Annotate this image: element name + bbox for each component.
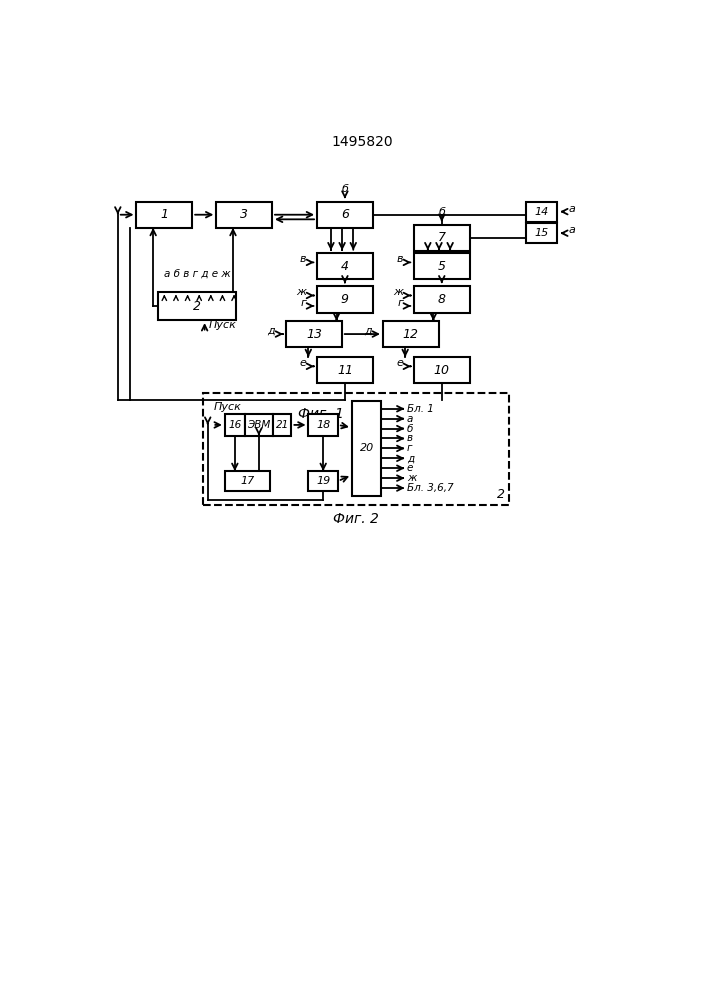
Text: 12: 12 [403,328,419,341]
Text: 5: 5 [438,260,446,273]
Text: 10: 10 [434,364,450,377]
Text: 14: 14 [534,207,549,217]
Text: в: в [407,433,413,443]
Text: д: д [407,453,414,463]
Text: 19: 19 [316,476,330,486]
Text: ЭВМ: ЭВМ [247,420,271,430]
Bar [158,292,235,320]
Text: е: е [396,358,403,368]
Bar [414,225,469,251]
Bar [273,414,291,436]
Text: ж: ж [296,287,306,297]
Bar [414,357,469,383]
Bar [203,393,509,505]
Text: 15: 15 [534,228,549,238]
Bar [136,202,192,228]
Bar [245,414,273,436]
Text: 16: 16 [228,420,242,430]
Text: 18: 18 [316,420,330,430]
Text: в: в [397,254,403,264]
Text: Бл. 3,6,7: Бл. 3,6,7 [407,483,453,493]
Text: е: е [299,358,306,368]
Bar [308,471,338,491]
Bar [352,401,381,496]
Bar [308,414,338,436]
Text: а: а [569,204,575,214]
Bar [526,202,557,222]
Text: а: а [407,414,414,424]
Text: 13: 13 [306,328,322,341]
Bar [383,321,438,347]
Text: г: г [407,443,412,453]
Bar [317,202,373,228]
Text: а б в г д е ж: а б в г д е ж [163,269,230,279]
Text: 11: 11 [337,364,353,377]
Text: г: г [397,298,403,308]
Bar [216,202,272,228]
Text: 3: 3 [240,208,248,221]
Text: Пуск: Пуск [209,320,236,330]
Text: 2: 2 [193,300,201,313]
Text: 17: 17 [240,476,255,486]
Text: е: е [407,463,414,473]
Text: а: а [569,225,575,235]
Text: б: б [341,184,349,194]
Text: Бл. 1: Бл. 1 [407,404,434,414]
Bar [286,321,341,347]
Bar [225,414,245,436]
Text: 6: 6 [341,208,349,221]
Text: г: г [300,298,306,308]
Text: ж: ж [393,287,403,297]
Bar [317,357,373,383]
Bar [225,471,270,491]
Bar [414,253,469,279]
Text: Фиг. 1: Фиг. 1 [298,407,344,421]
Text: ж: ж [407,473,416,483]
Text: в: в [300,254,306,264]
Text: 2: 2 [496,488,505,501]
Text: Фиг. 2: Фиг. 2 [333,512,379,526]
Text: 8: 8 [438,293,446,306]
Text: 20: 20 [359,443,374,453]
Text: 1: 1 [160,208,168,221]
Bar [414,286,469,312]
Text: 7: 7 [438,231,446,244]
Text: 9: 9 [341,293,349,306]
Bar [526,223,557,243]
Text: д: д [364,326,372,336]
Text: б: б [407,424,414,434]
Text: Пуск: Пуск [214,402,242,412]
Text: 21: 21 [276,420,288,430]
Text: д: д [267,326,275,336]
Text: 4: 4 [341,260,349,273]
Bar [317,286,373,312]
Bar [317,253,373,279]
Text: 1495820: 1495820 [331,135,393,149]
Text: б: б [438,207,445,217]
